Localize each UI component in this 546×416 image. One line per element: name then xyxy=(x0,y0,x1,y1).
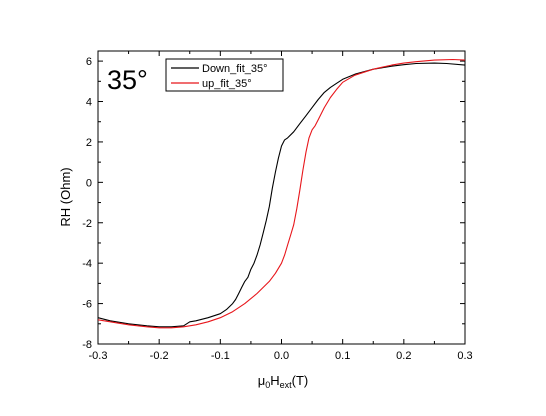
x-tick-label: 0.0 xyxy=(274,350,289,362)
ticks xyxy=(97,51,466,345)
y-tick-label: -6 xyxy=(82,299,92,311)
y-tick-label: 2 xyxy=(86,137,92,149)
angle-label: 35° xyxy=(107,65,148,95)
x-axis-title: μ0Hext(T) xyxy=(258,373,309,390)
legend: Down_fit_35° up_fit_35° xyxy=(165,58,284,92)
x-tick-label: -0.1 xyxy=(211,350,230,362)
y-tick-label: 4 xyxy=(86,97,92,109)
x-tick-label: -0.3 xyxy=(89,350,108,362)
y-tick-label: -4 xyxy=(82,258,92,270)
legend-label-down: Down_fit_35° xyxy=(202,63,268,75)
x-tick-label: 0.3 xyxy=(457,350,472,362)
series-layer xyxy=(98,58,465,329)
x-tick-label: 0.2 xyxy=(396,350,411,362)
legend-label-up: up_fit_35° xyxy=(202,78,252,90)
x-tick-label: 0.1 xyxy=(335,350,350,362)
x-tick-label: -0.2 xyxy=(150,350,169,362)
series-line-up xyxy=(98,58,465,329)
legend-box xyxy=(165,58,284,92)
series-line-down xyxy=(98,62,465,328)
y-tick-label: -2 xyxy=(82,218,92,230)
y-tick-label: 6 xyxy=(86,56,92,68)
plot-frame xyxy=(97,50,466,345)
y-tick-label: -8 xyxy=(82,339,92,351)
y-tick-label: 0 xyxy=(86,177,92,189)
y-axis-title: RH (Ohm) xyxy=(58,167,73,226)
tick-labels: -0.3 -0.2 -0.1 0.0 0.1 0.2 0.3 -8 -6 -4 -2 0 2 4 6 xyxy=(82,56,472,362)
